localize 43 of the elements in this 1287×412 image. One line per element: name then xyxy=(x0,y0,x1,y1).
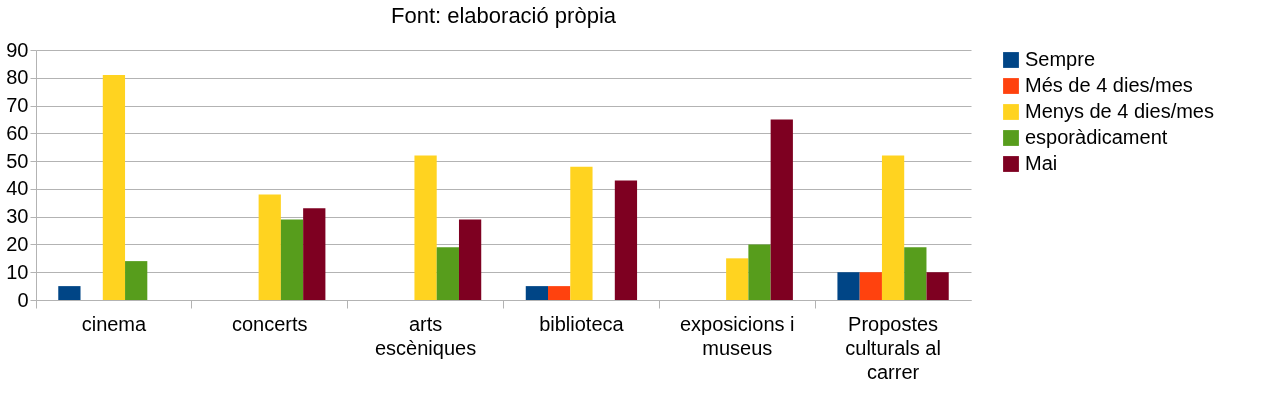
x-tick-label: concerts xyxy=(231,312,308,335)
bar xyxy=(726,258,749,300)
chart-title: Font: elaboració pròpia xyxy=(390,3,617,28)
y-tick-label: 40 xyxy=(6,177,29,200)
bar xyxy=(881,155,905,300)
bar xyxy=(258,194,281,300)
bar xyxy=(770,119,793,300)
bar xyxy=(102,75,126,300)
bar xyxy=(303,208,326,300)
bar xyxy=(458,219,482,300)
y-tick-label: 30 xyxy=(6,205,29,228)
x-tick-label: exposicions i museus xyxy=(679,312,795,359)
x-tick-label: cinema xyxy=(81,312,148,335)
legend-label: Més de 4 dies/mes xyxy=(1025,74,1193,96)
legend-label: Mai xyxy=(1025,152,1058,174)
y-tick-label: 60 xyxy=(6,121,29,144)
bar xyxy=(614,180,638,300)
x-tick-label: Propostes culturals al carrer xyxy=(845,312,941,383)
y-tick-label: 90 xyxy=(6,38,29,61)
bar xyxy=(125,261,148,300)
bar xyxy=(926,272,949,300)
bar xyxy=(859,272,882,300)
x-tick-label: biblioteca xyxy=(539,312,625,335)
y-tick-label: 10 xyxy=(6,260,29,283)
y-tick-label: 0 xyxy=(17,288,29,311)
y-tick-label: 80 xyxy=(6,66,29,89)
bar xyxy=(525,286,549,300)
bar xyxy=(548,286,571,300)
y-tick-label: 50 xyxy=(6,149,29,172)
legend-label: Sempre xyxy=(1025,48,1096,70)
y-tick-label: 70 xyxy=(6,94,29,117)
bar xyxy=(58,286,81,300)
bar xyxy=(837,272,860,300)
bar xyxy=(570,166,593,300)
x-tick-label: arts escèniques xyxy=(374,312,477,359)
bar xyxy=(280,219,304,300)
bar xyxy=(436,247,459,300)
bar xyxy=(748,244,771,300)
y-tick-label: 20 xyxy=(6,232,29,255)
bar xyxy=(904,247,927,300)
bar xyxy=(414,155,437,300)
legend-label: Menys de 4 dies/mes xyxy=(1025,100,1214,122)
legend-label: esporàdicament xyxy=(1025,126,1168,148)
